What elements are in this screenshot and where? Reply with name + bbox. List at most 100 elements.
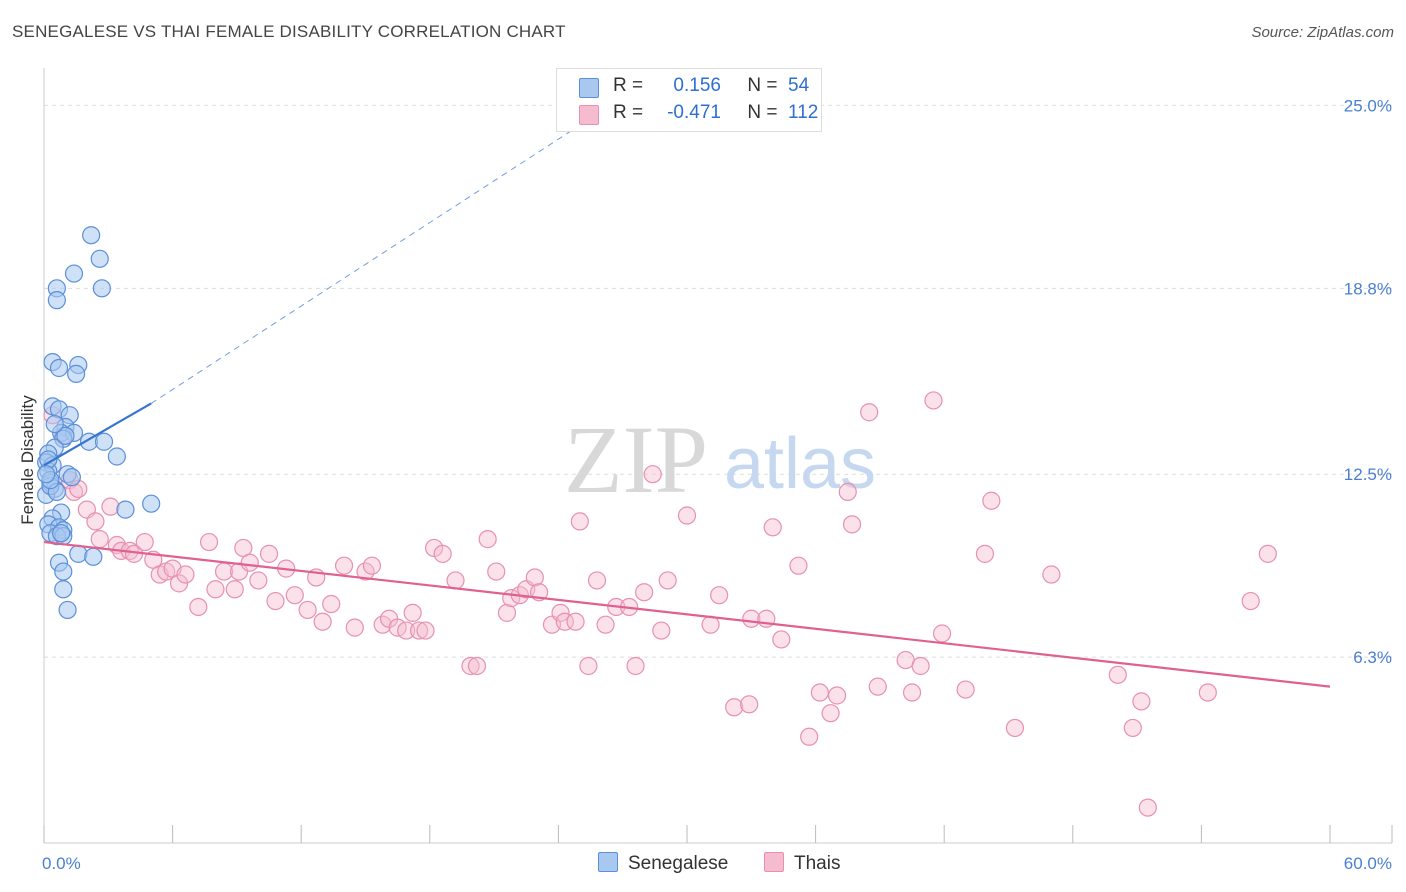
senegalese-point <box>107 447 126 466</box>
thai-point <box>135 532 154 552</box>
trend-lines <box>43 110 1331 688</box>
watermark: ZIP atlas <box>564 406 876 513</box>
senegalese-trend-line <box>43 402 152 467</box>
thai-point <box>1108 665 1127 684</box>
legend-stats-senegalese: R = 0.156 N = 54 <box>613 75 809 97</box>
thai-point <box>956 680 975 699</box>
thai-point <box>1123 718 1142 738</box>
bottom-legend-thais: Thais <box>764 852 840 875</box>
thai-point <box>1198 683 1217 702</box>
senegalese-trend-extension <box>150 110 602 404</box>
senegalese-legend-label: Senegalese <box>628 853 729 874</box>
thai-point <box>266 591 285 611</box>
senegalese-point <box>84 547 103 566</box>
thai-point <box>90 530 109 549</box>
x-tick-label: 60.0% <box>1344 854 1392 873</box>
thai-point <box>199 532 219 552</box>
thai-point <box>313 612 332 631</box>
thai-point <box>403 603 422 622</box>
thai-point <box>467 656 487 676</box>
thai-point <box>298 600 317 620</box>
correlation-legend: R = 0.156 N = 54 R = -0.471 N = 112 <box>556 68 822 132</box>
thai-point <box>710 586 729 605</box>
senegalese-point <box>47 291 66 310</box>
thai-point <box>821 704 840 723</box>
senegalese-point <box>90 249 109 268</box>
y-tick-label: 6.3% <box>1353 648 1392 667</box>
thai-point <box>478 530 497 549</box>
thai-point <box>800 727 819 746</box>
chart-title: SENEGALESE VS THAI FEMALE DISABILITY COR… <box>12 22 566 41</box>
thai-point <box>626 656 645 676</box>
thai-point <box>249 571 268 590</box>
tick-labels: 6.3% 12.5% 18.8% 25.0% 0.0% 60.0% <box>42 96 1392 873</box>
thai-point <box>322 594 341 614</box>
y-tick-label: 18.8% <box>1344 279 1392 298</box>
thai-point <box>397 621 416 640</box>
thai-point <box>416 621 435 640</box>
thai-point <box>677 506 697 525</box>
thai-point <box>551 603 570 622</box>
thai-point <box>635 583 654 602</box>
thai-point <box>932 624 952 643</box>
senegalese-point <box>49 358 69 378</box>
thai-point <box>827 686 847 705</box>
thai-point <box>566 612 585 631</box>
thai-point <box>975 544 995 563</box>
senegalese-point <box>62 468 81 487</box>
r-value: 0.156 <box>673 75 721 96</box>
senegalese-point <box>64 264 84 283</box>
thai-point <box>446 571 465 590</box>
thai-point <box>658 571 677 590</box>
thai-point <box>725 698 744 717</box>
thai-point <box>334 556 354 575</box>
thai-point <box>240 553 259 572</box>
thai-point <box>842 515 862 534</box>
thai-point <box>763 518 782 537</box>
y-tick-label: 25.0% <box>1344 96 1392 115</box>
thai-point <box>1005 718 1025 738</box>
n-value: 112 <box>788 102 819 123</box>
thai-point <box>740 695 759 714</box>
senegalese-point <box>58 600 77 620</box>
thai-point <box>868 677 887 696</box>
senegalese-point <box>94 432 114 451</box>
senegalese-legend-swatch <box>598 852 618 872</box>
senegalese-point <box>45 414 64 434</box>
thai-point <box>285 586 304 605</box>
thai-point <box>982 491 1001 510</box>
thai-point <box>587 571 607 590</box>
thai-point <box>810 683 829 702</box>
senegalese-point <box>54 580 73 599</box>
thai-trend-line <box>43 540 1331 688</box>
thai-point <box>1042 565 1061 584</box>
thai-point <box>838 482 857 502</box>
thai-point <box>902 683 922 702</box>
thai-point <box>555 612 574 631</box>
thai-point <box>497 603 517 622</box>
axes <box>43 68 1393 844</box>
thai-point <box>225 580 244 599</box>
thai-point <box>924 391 943 410</box>
thai-point <box>643 465 662 484</box>
senegalese-point <box>92 279 111 298</box>
senegalese-point <box>116 500 135 519</box>
bottom-legend-senegalese: Senegalese <box>598 852 728 875</box>
thai-point <box>461 656 480 676</box>
thai-point <box>860 403 879 422</box>
thai-point <box>189 597 208 617</box>
thai-points <box>43 391 1277 817</box>
thai-point <box>487 562 506 581</box>
thai-legend-label: Thais <box>794 853 841 874</box>
thai-point <box>101 497 120 516</box>
thai-point <box>1241 591 1260 611</box>
thai-point <box>911 656 930 676</box>
legend-stats-thais: R = -0.471 N = 112 <box>613 102 818 124</box>
senegalese-point <box>69 544 88 563</box>
thai-point <box>596 615 615 634</box>
thai-point <box>1138 798 1157 817</box>
senegalese-swatch <box>579 78 599 98</box>
thai-point <box>433 544 452 563</box>
senegalese-point <box>52 524 71 543</box>
